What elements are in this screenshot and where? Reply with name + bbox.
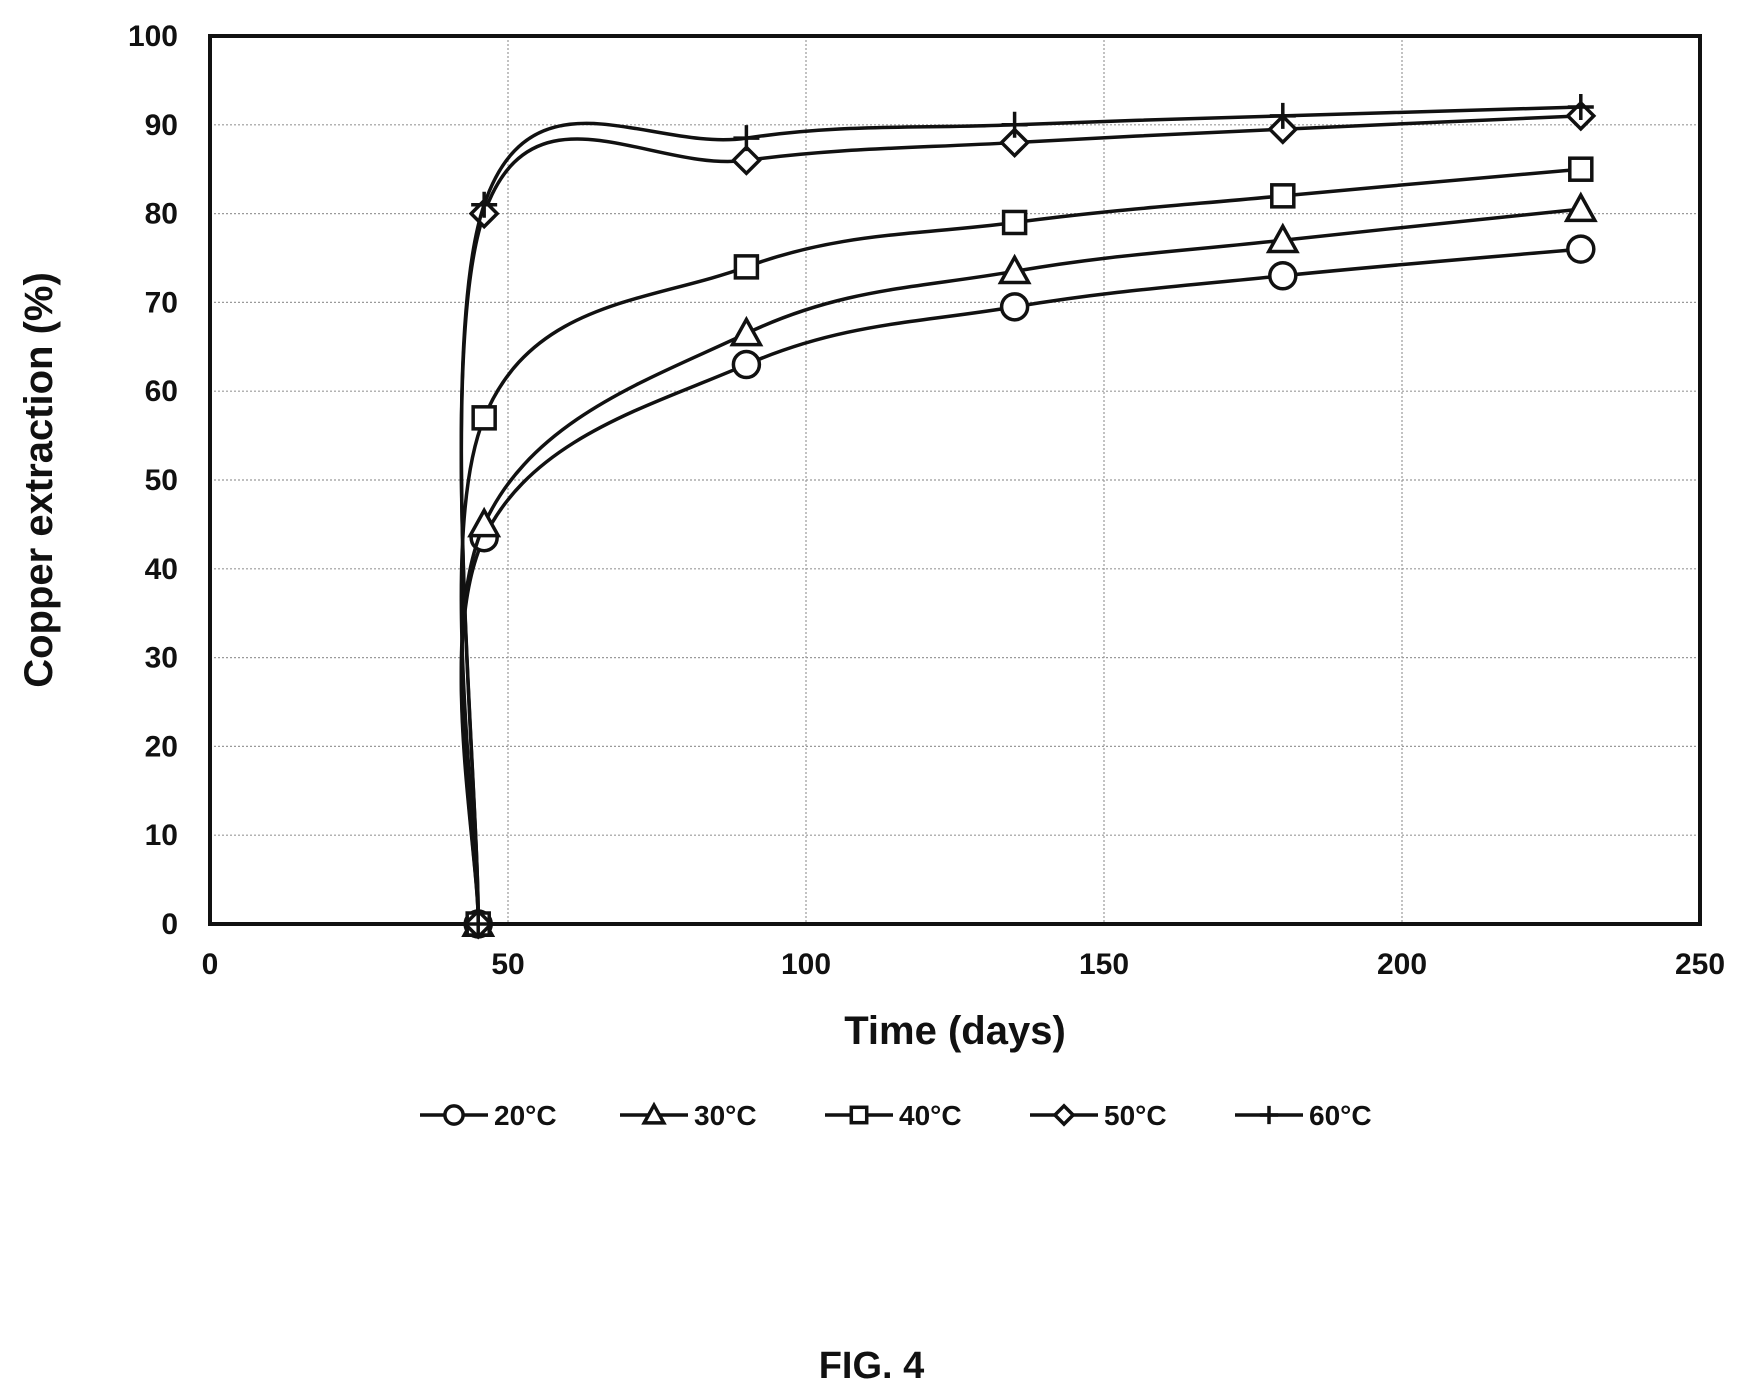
marker-triangle <box>1265 222 1300 254</box>
marker-square <box>1001 209 1028 236</box>
marker-diamond <box>999 127 1031 159</box>
y-tick-label: 100 <box>128 20 178 53</box>
legend-item: 20°C <box>420 1100 557 1131</box>
y-tick-label: 80 <box>145 198 178 231</box>
legend-item: 30°C <box>620 1100 757 1131</box>
x-tick-label: 150 <box>1079 948 1129 981</box>
marker-triangle <box>1563 191 1598 223</box>
legend-item: 50°C <box>1030 1100 1167 1131</box>
marker-diamond <box>1052 1103 1076 1127</box>
marker-circle <box>999 292 1030 322</box>
legend: 20°C 30°C 40°C 50°C 60°C <box>420 1100 1372 1131</box>
x-axis-ticks: 0 50 100 150 200 250 <box>202 948 1725 981</box>
legend-item: 60°C <box>1235 1100 1372 1131</box>
marker-plus <box>1269 102 1296 129</box>
y-tick-label: 30 <box>145 642 178 675</box>
marker-circle <box>443 1104 465 1126</box>
legend-label: 30°C <box>694 1100 757 1131</box>
x-tick-label: 250 <box>1675 948 1725 981</box>
y-tick-label: 60 <box>145 375 178 408</box>
marker-square <box>733 254 760 280</box>
marker-diamond <box>730 144 762 176</box>
legend-label: 40°C <box>899 1100 962 1131</box>
marker-triangle <box>729 315 764 347</box>
marker-square <box>849 1105 869 1125</box>
y-tick-label: 10 <box>145 819 178 852</box>
y-tick-label: 0 <box>161 908 178 941</box>
marker-diamond <box>1267 113 1299 145</box>
marker-plus <box>471 191 498 218</box>
plot-frame <box>208 34 1702 926</box>
marker-plus <box>1567 94 1594 121</box>
marker-triangle <box>641 1101 667 1125</box>
marker-square <box>1568 156 1594 182</box>
legend-label: 50°C <box>1104 1100 1167 1131</box>
marker-plus <box>733 125 760 152</box>
figure-caption: FIG. 4 <box>818 1345 925 1387</box>
marker-square <box>471 405 497 431</box>
x-tick-label: 50 <box>491 948 524 981</box>
marker-plus <box>1001 111 1028 138</box>
legend-label: 20°C <box>494 1100 557 1131</box>
y-tick-label: 40 <box>145 553 178 586</box>
marker-triangle <box>467 506 502 538</box>
marker-plus <box>1259 1105 1279 1125</box>
legend-item: 40°C <box>825 1100 962 1131</box>
y-tick-label: 90 <box>145 109 178 142</box>
y-tick-label: 50 <box>145 464 178 497</box>
series-layer <box>459 94 1598 940</box>
x-tick-label: 0 <box>202 948 219 981</box>
marker-circle <box>731 349 762 380</box>
x-axis-label: Time (days) <box>844 1009 1066 1053</box>
y-tick-label: 20 <box>145 730 178 763</box>
y-axis-ticks: 0 10 20 30 40 50 60 70 80 90 100 <box>128 20 178 941</box>
y-tick-label: 70 <box>145 286 178 319</box>
y-axis-label: Copper extraction (%) <box>17 272 61 688</box>
marker-square <box>1270 183 1296 209</box>
x-tick-label: 100 <box>781 948 831 981</box>
series-4 <box>459 94 1594 937</box>
marker-triangle <box>997 253 1032 285</box>
marker-plus <box>465 911 492 937</box>
x-tick-label: 200 <box>1377 948 1427 981</box>
marker-circle <box>1268 261 1298 291</box>
marker-circle <box>1566 234 1596 264</box>
legend-label: 60°C <box>1309 1100 1372 1131</box>
